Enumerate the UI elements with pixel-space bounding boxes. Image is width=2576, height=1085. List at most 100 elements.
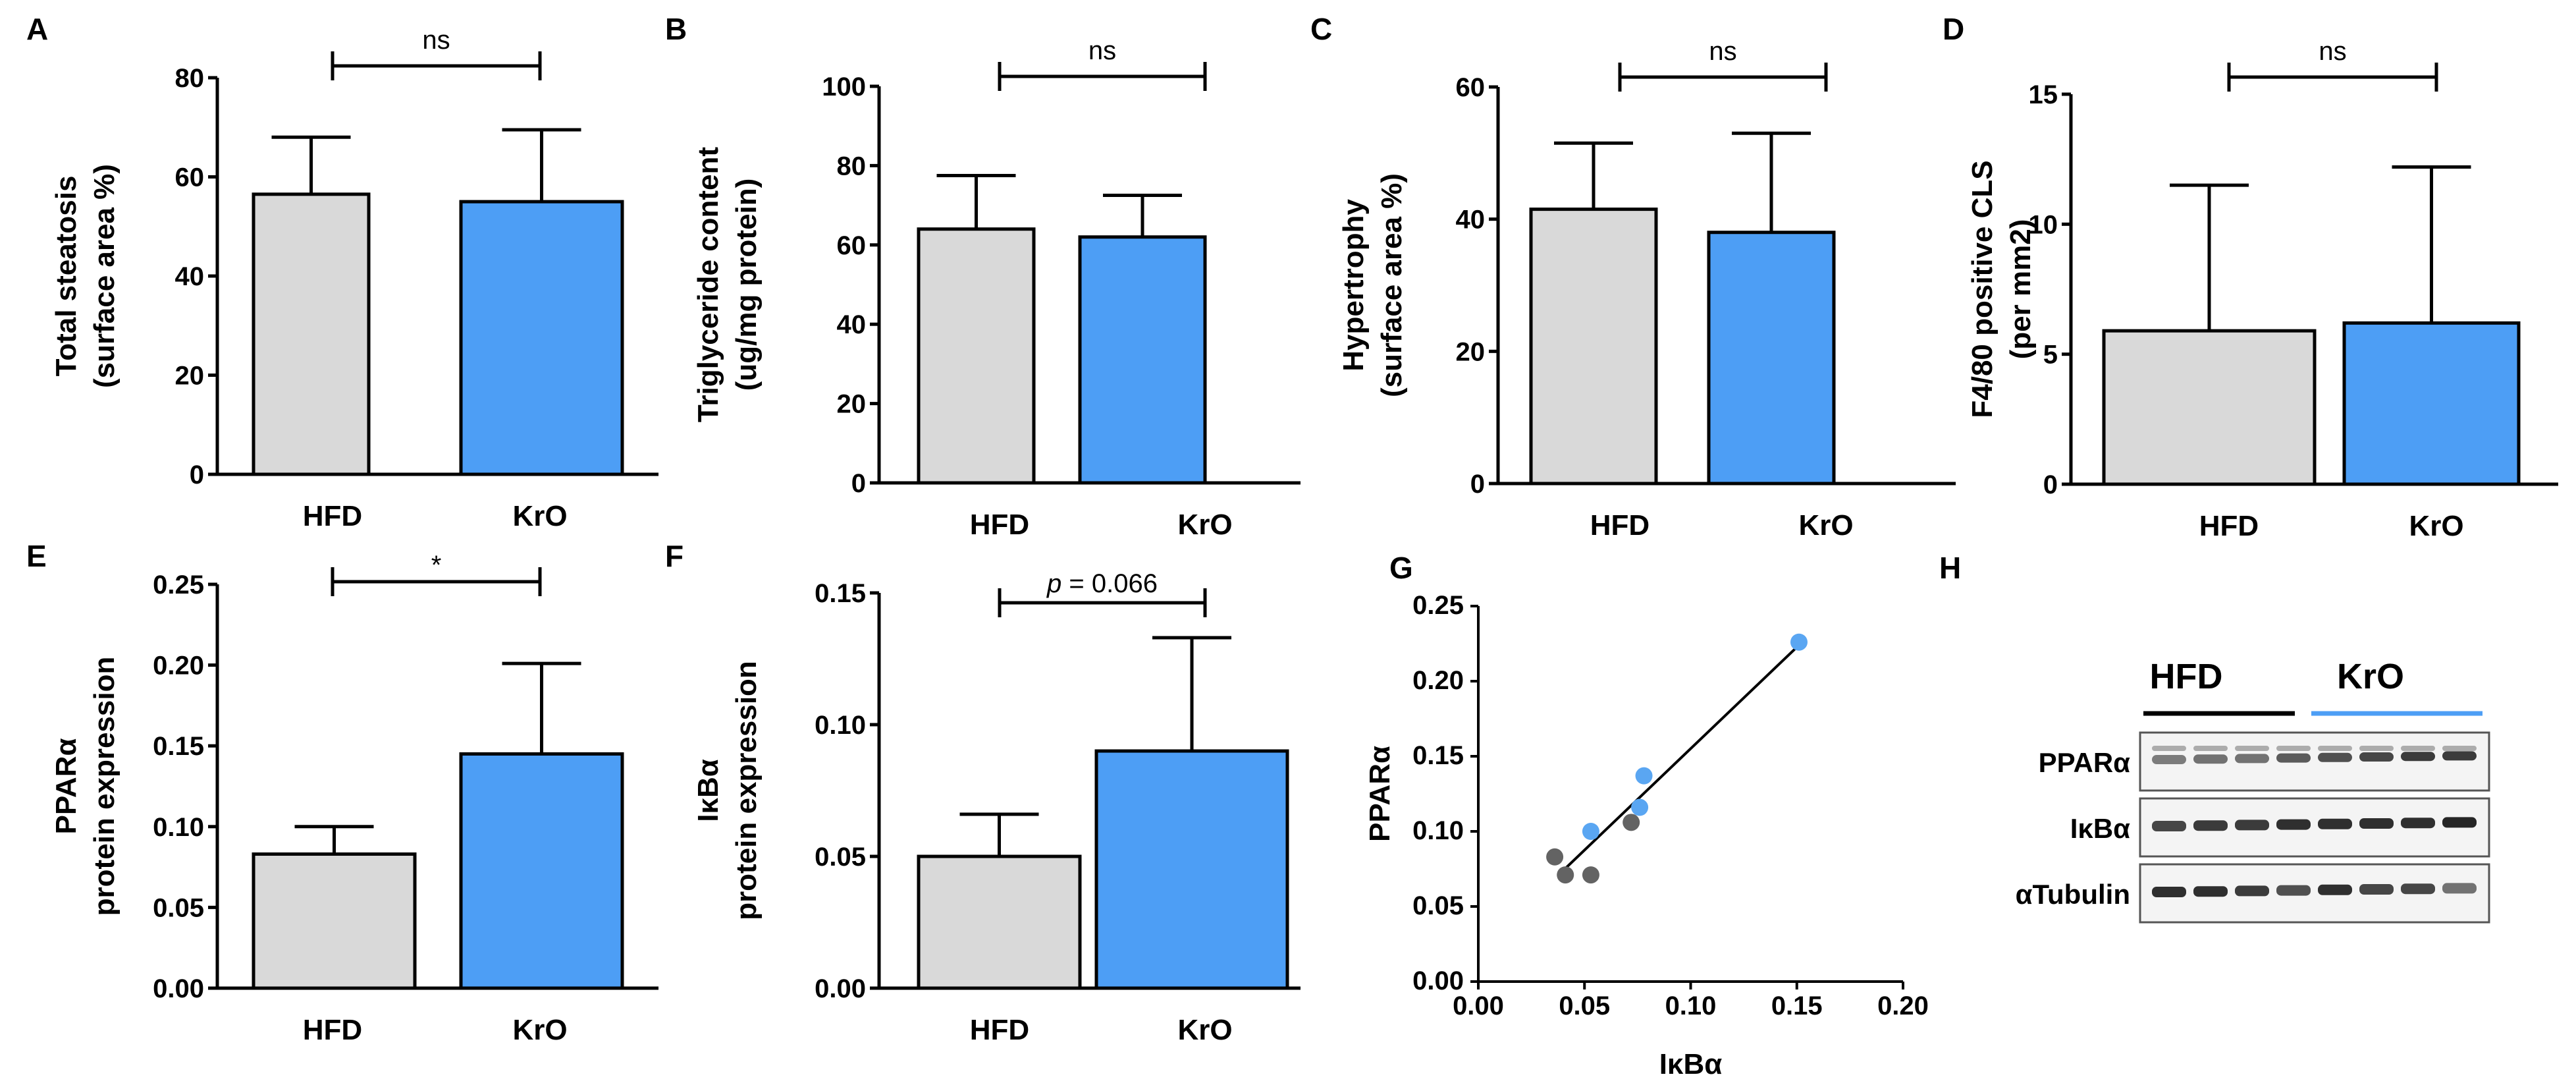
y-axis-label: protein expression [730, 661, 763, 920]
y-axis-label: Triglyceride content [692, 147, 724, 422]
y-axis-label: Hypertrophy [1337, 199, 1370, 372]
blot-band [2401, 818, 2435, 829]
sig-label: ns [2319, 37, 2346, 66]
panel-label: H [1939, 551, 1961, 585]
blot-band [2235, 754, 2269, 764]
y-tick-label: 60 [175, 163, 205, 192]
bar-hfd [917, 854, 1082, 990]
sig-label: p = 0.066 [1046, 569, 1158, 598]
blot-group-label: KrO [2337, 657, 2404, 696]
blot-band [2235, 885, 2269, 897]
scatter-point-kro [1631, 798, 1649, 816]
y-axis-label: PPARα [1364, 746, 1396, 842]
blot-band [2442, 883, 2477, 894]
x-tick-label: HFD [1590, 509, 1650, 542]
bar-kro [2342, 321, 2521, 486]
y-tick-label: 0.10 [1412, 816, 1464, 845]
y-tick-label: 20 [1456, 337, 1486, 366]
blot-band [2318, 818, 2352, 829]
x-tick-label: HFD [2199, 510, 2259, 542]
panel-c: C Hypertrophy (surface area %) 0 20 40 60 HFD Kr… [1310, 12, 1956, 542]
y-tick-label: 0 [2043, 470, 2058, 499]
blot-band [2152, 746, 2186, 751]
x-tick-label: KrO [1177, 509, 1232, 541]
blot-band [2276, 819, 2311, 830]
y-axis-label: (surface area %) [88, 164, 121, 388]
y-tick-label: 0.20 [153, 652, 204, 681]
scatter-point-kro [1582, 823, 1599, 840]
y-tick-label: 0 [190, 460, 204, 489]
scatter-point-kro [1790, 633, 1808, 651]
blot-band [2193, 886, 2228, 897]
p-symbol: p [1046, 569, 1061, 598]
panel-label: B [665, 12, 687, 46]
blot-band [2276, 746, 2311, 751]
bar-kro [459, 200, 624, 476]
y-axis-label: F4/80 positive CLS [1966, 160, 1999, 418]
blot-band [2359, 818, 2394, 829]
y-tick-label: 60 [1456, 73, 1486, 102]
y-tick-label: 0.10 [153, 813, 204, 842]
bar-kro [1094, 749, 1289, 990]
regression-line [1562, 644, 1800, 872]
blot-row-label: IκBα [2070, 813, 2130, 844]
panel-b: B Triglyceride content (ug/mg protein) 0 20 4… [665, 12, 1301, 541]
x-tick-label: 0.15 [1771, 991, 1823, 1020]
scatter-point-hfd [1623, 814, 1640, 831]
scatter-point-kro [1635, 767, 1653, 785]
blot-band [2401, 883, 2435, 895]
y-tick-label: 15 [2029, 80, 2058, 109]
y-tick-label: 0.20 [1412, 666, 1464, 695]
panel-label: F [665, 539, 684, 573]
blot-membrane [2139, 863, 2490, 924]
blot-band [2318, 752, 2352, 762]
x-tick-label: 0.10 [1665, 991, 1717, 1020]
blot-band [2193, 820, 2228, 831]
bar-kro [459, 752, 624, 990]
blot-band [2359, 752, 2394, 762]
panel-label: A [26, 12, 48, 46]
y-tick-label: 10 [2029, 210, 2058, 239]
x-tick-label: KrO [512, 1014, 567, 1046]
blot-band [2442, 746, 2477, 751]
y-tick-label: 80 [837, 152, 867, 181]
x-tick-label: 0.05 [1559, 991, 1610, 1020]
y-axis-label: (ug/mg protein) [730, 179, 763, 391]
y-tick-label: 0.15 [153, 732, 204, 761]
y-tick-label: 0.05 [1412, 891, 1464, 920]
blot-band [2193, 754, 2228, 764]
blot-membrane [2139, 797, 2490, 858]
blot-band [2442, 751, 2477, 761]
blot-band [2152, 755, 2186, 764]
y-tick-label: 80 [175, 64, 205, 93]
blot-band [2193, 746, 2228, 751]
sig-label: ns [1088, 36, 1116, 65]
x-tick-label: KrO [2409, 510, 2463, 542]
panel-label: D [1943, 12, 1964, 46]
x-tick-label: HFD [970, 1014, 1029, 1046]
scatter-point-hfd [1557, 866, 1574, 884]
panel-label: E [26, 539, 47, 573]
y-tick-label: 20 [837, 390, 867, 419]
y-tick-label: 0.00 [153, 974, 204, 1003]
x-tick-label: HFD [303, 1014, 362, 1046]
x-tick-label: KrO [512, 500, 567, 532]
panel-d: D F4/80 positive CLS (per mm2) 0 5 10 15 HFD KrO… [1943, 12, 2558, 542]
y-tick-label: 40 [837, 310, 867, 339]
blot-band [2276, 885, 2311, 896]
sig-label: ns [1709, 37, 1736, 66]
blot-band [2235, 820, 2269, 831]
bar-hfd [917, 227, 1036, 485]
y-axis-label: protein expression [88, 657, 121, 916]
y-tick-label: 100 [822, 72, 866, 101]
y-axis-label: (surface area %) [1376, 173, 1408, 397]
x-tick-label: HFD [303, 500, 362, 532]
blot-band [2318, 746, 2352, 751]
x-tick-label: HFD [970, 509, 1029, 541]
sig-label: ns [422, 26, 450, 55]
y-tick-label: 5 [2043, 341, 2058, 370]
bar-hfd [252, 192, 371, 476]
y-tick-label: 0.25 [1412, 591, 1464, 620]
blot-band [2359, 884, 2394, 895]
x-tick-label: 0.20 [1877, 991, 1929, 1020]
